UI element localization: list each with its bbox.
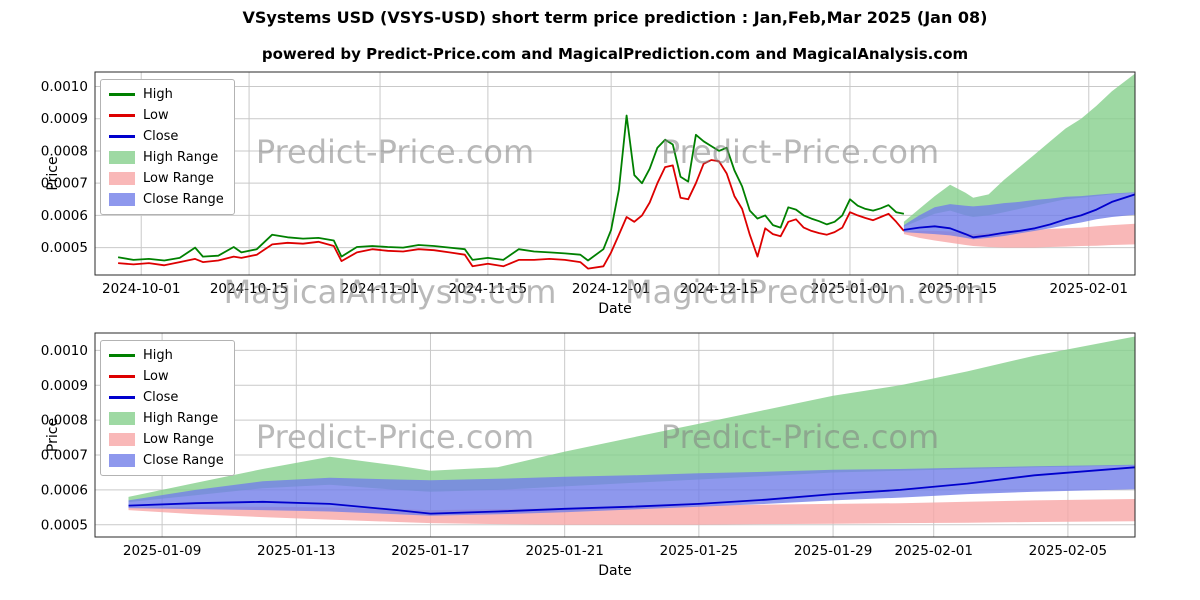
x-tick-label: 2024-12-01	[572, 281, 650, 297]
low-line	[118, 159, 905, 270]
y-tick-label: 0.0009	[41, 378, 88, 394]
low-range-band	[903, 223, 1135, 248]
low-range-swatch-icon	[109, 433, 135, 446]
x-tick-label: 2025-01-29	[794, 543, 872, 559]
y-tick-label: 0.0006	[41, 208, 88, 224]
high-range-band	[128, 336, 1135, 503]
legend-label: Close	[143, 390, 179, 405]
legend-label: Close Range	[143, 453, 224, 468]
y-tick-label: 0.0007	[41, 176, 88, 192]
y-tick-label: 0.0008	[41, 413, 88, 429]
y-tick-label: 0.0007	[41, 448, 88, 464]
y-axis-label: Price	[45, 156, 61, 190]
x-tick-label: 2025-02-05	[1029, 543, 1107, 559]
x-tick-label: 2025-01-25	[660, 543, 738, 559]
high-line	[117, 114, 905, 262]
legend-item-low-range: Low Range	[109, 430, 224, 449]
low-range-band	[128, 499, 1135, 525]
y-tick-label: 0.0010	[41, 343, 88, 359]
plot-frame	[94, 332, 1136, 538]
y-axis-label: Price	[45, 418, 61, 452]
high-range-band	[903, 73, 1135, 227]
low-range-swatch-icon	[109, 172, 135, 185]
x-tick-label: 2024-11-01	[341, 281, 419, 297]
high-range-swatch-icon	[109, 151, 135, 164]
legend-item-low: Low	[109, 106, 224, 125]
x-tick-label: 2024-10-15	[210, 281, 288, 297]
x-tick-label: 2025-01-17	[391, 543, 469, 559]
forecast-zoom-chart-svg: 2025-01-09 2025-01-13 2025-01-17 2025-01-21…	[41, 332, 1136, 579]
close-range-swatch-icon	[109, 454, 135, 467]
high-range-swatch-icon	[109, 412, 135, 425]
plot-frame	[94, 71, 1136, 276]
legend-item-close: Close	[109, 388, 224, 407]
close-range-band	[128, 464, 1135, 516]
close-swatch-icon	[109, 135, 135, 138]
bottom-chart-legend: High Low Close High Range Low Range Close Ran…	[100, 340, 235, 476]
y-tick-label: 0.0005	[41, 240, 88, 256]
x-tick-label: 2024-11-15	[449, 281, 527, 297]
plot-data	[128, 336, 1135, 525]
legend-label: High Range	[143, 150, 219, 165]
x-tick-label: 2025-01-21	[525, 543, 603, 559]
y-tick-label: 0.0010	[41, 79, 88, 95]
legend-item-low: Low	[109, 367, 224, 386]
x-tick-label: 2024-12-15	[680, 281, 758, 297]
legend-label: Low Range	[143, 171, 214, 186]
tick-labels: 2024-10-01 2024-10-15 2024-11-01 2024-11-15…	[41, 79, 1128, 297]
y-tick-label: 0.0009	[41, 111, 88, 127]
close-range-swatch-icon	[109, 193, 135, 206]
grid	[95, 72, 1135, 275]
bottom-chart: 2025-01-09 2025-01-13 2025-01-17 2025-01-21…	[0, 325, 1200, 585]
history-and-forecast-chart-svg: 2024-10-01 2024-10-15 2024-11-01 2024-11-15…	[41, 71, 1136, 317]
legend-label: High Range	[143, 411, 219, 426]
legend-label: Low	[143, 369, 169, 384]
top-chart: 2024-10-01 2024-10-15 2024-11-01 2024-11-15…	[0, 60, 1200, 317]
high-swatch-icon	[109, 354, 135, 357]
x-tick-label: 2025-01-09	[123, 543, 201, 559]
close-range-band	[903, 192, 1135, 240]
legend-label: Low Range	[143, 432, 214, 447]
close-line	[128, 466, 1135, 515]
legend-label: Close Range	[143, 192, 224, 207]
legend-item-close-range: Close Range	[109, 451, 224, 470]
y-tick-label: 0.0006	[41, 482, 88, 498]
legend-item-close-range: Close Range	[109, 190, 224, 209]
low-swatch-icon	[109, 114, 135, 117]
x-tick-label: 2025-01-15	[919, 281, 997, 297]
legend-item-high-range: High Range	[109, 148, 224, 167]
legend-label: High	[143, 348, 173, 363]
x-tick-label: 2025-01-13	[257, 543, 335, 559]
plot-data	[117, 73, 1135, 270]
x-tick-label: 2025-02-01	[1050, 281, 1128, 297]
x-tick-label: 2025-01-01	[811, 281, 889, 297]
legend-item-high: High	[109, 346, 224, 365]
legend-label: Low	[143, 108, 169, 123]
legend-item-high: High	[109, 85, 224, 104]
x-axis-label: Date	[598, 563, 631, 579]
page-subtitle: powered by Predict-Price.com and Magical…	[261, 45, 969, 63]
y-tick-label: 0.0008	[41, 143, 88, 159]
page-title: VSystems USD (VSYS-USD) short term price…	[242, 8, 988, 27]
y-tick-label: 0.0005	[41, 517, 88, 533]
tick-labels: 2025-01-09 2025-01-13 2025-01-17 2025-01-21…	[41, 343, 1107, 559]
legend-item-close: Close	[109, 127, 224, 146]
legend-item-high-range: High Range	[109, 409, 224, 428]
legend-label: High	[143, 87, 173, 102]
x-tick-label: 2024-10-01	[102, 281, 180, 297]
close-line	[903, 193, 1135, 239]
high-swatch-icon	[109, 93, 135, 96]
legend-label: Close	[143, 129, 179, 144]
x-axis-label: Date	[598, 301, 631, 315]
top-chart-legend: High Low Close High Range Low Range Close Ran…	[100, 79, 235, 215]
low-swatch-icon	[109, 375, 135, 378]
close-swatch-icon	[109, 396, 135, 399]
x-tick-label: 2025-02-01	[894, 543, 972, 559]
legend-item-low-range: Low Range	[109, 169, 224, 188]
